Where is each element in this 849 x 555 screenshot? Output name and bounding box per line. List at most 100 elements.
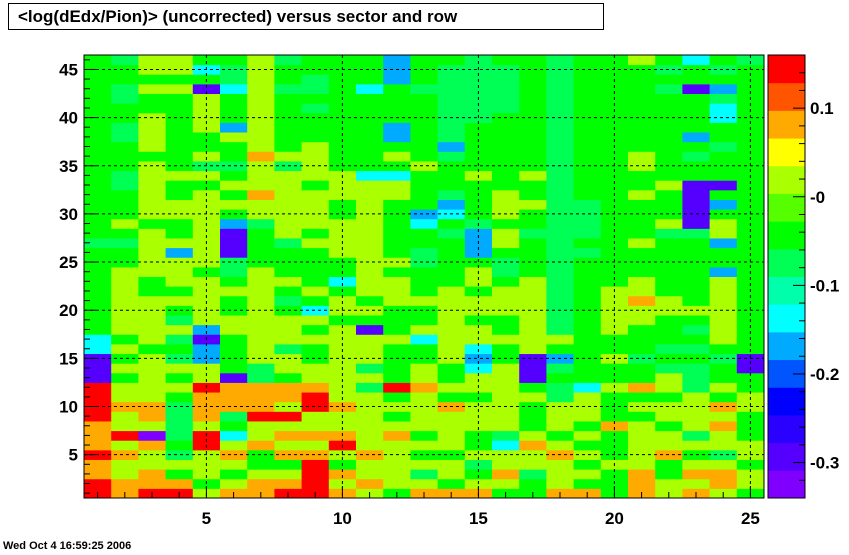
heatmap-cell-21-5 <box>628 449 656 460</box>
heatmap-cell-5-41 <box>192 103 221 114</box>
heatmap-cell-3-46 <box>138 55 167 66</box>
heatmap-cell-6-39 <box>220 122 248 133</box>
heatmap-cell-19-25 <box>573 257 602 268</box>
heatmap-cell-20-46 <box>600 55 629 66</box>
heatmap-cell-10-28 <box>328 228 357 239</box>
heatmap-cell-22-15 <box>655 353 683 364</box>
heatmap-cell-6-6 <box>220 440 248 451</box>
x-tick-label: 25 <box>741 509 760 528</box>
heatmap-cell-1-39 <box>84 122 112 133</box>
heatmap-cell-9-7 <box>301 430 330 441</box>
heatmap-cell-3-7 <box>138 430 167 441</box>
heatmap-cell-4-43 <box>165 83 194 95</box>
heatmap-cell-2-35 <box>111 160 139 172</box>
palette-swatch <box>768 276 805 305</box>
heatmap-cell-1-2 <box>84 478 112 489</box>
heatmap-cell-18-42 <box>546 93 575 104</box>
heatmap-cell-22-31 <box>655 199 683 210</box>
heatmap-cell-8-28 <box>274 228 303 239</box>
heatmap-cell-6-24 <box>220 266 248 277</box>
heatmap-cell-22-9 <box>655 411 683 422</box>
heatmap-cell-24-40 <box>709 112 738 123</box>
heatmap-cell-3-42 <box>138 93 167 104</box>
heatmap-cell-2-40 <box>111 112 139 123</box>
heatmap-cell-18-41 <box>546 103 575 114</box>
heatmap-cell-19-11 <box>573 392 602 403</box>
heatmap-cell-17-31 <box>519 199 547 210</box>
heatmap-cell-13-45 <box>410 64 439 75</box>
heatmap-cell-23-36 <box>682 151 711 162</box>
heatmap-cell-23-3 <box>682 469 711 480</box>
heatmap-cell-24-43 <box>709 83 738 95</box>
heatmap-cell-17-19 <box>519 315 547 326</box>
heatmap-cell-22-21 <box>655 295 683 306</box>
z-axis: 0.1 -0 -0.1 -0.2 -0.3 <box>793 54 839 499</box>
heatmap-cell-18-31 <box>546 199 575 210</box>
heatmap-cell-10-21 <box>328 295 357 306</box>
heatmap-cell-2-2 <box>111 478 139 489</box>
heatmap-cell-11-42 <box>356 93 384 104</box>
heatmap-cell-20-26 <box>600 247 629 258</box>
heatmap-cell-8-22 <box>274 286 303 297</box>
heatmap-cell-7-28 <box>247 228 275 239</box>
heatmap-cell-18-23 <box>546 276 575 287</box>
palette-swatch <box>768 414 805 444</box>
heatmap-cell-3-34 <box>138 170 167 181</box>
heatmap-cell-4-4 <box>165 459 194 470</box>
heatmap-cell-13-5 <box>410 449 439 460</box>
heatmap-cell-14-9 <box>437 411 466 422</box>
heatmap-cell-19-17 <box>573 334 602 345</box>
heatmap-cell-7-7 <box>247 430 275 441</box>
heatmap-cell-16-26 <box>492 247 520 258</box>
heatmap-cell-16-36 <box>492 151 520 162</box>
palette-swatch <box>768 442 805 471</box>
heatmap-cell-5-28 <box>192 228 221 239</box>
heatmap-cell-18-27 <box>546 237 575 249</box>
heatmap-cell-4-28 <box>165 228 194 239</box>
heatmap-cell-16-39 <box>492 122 520 133</box>
heatmap-cell-11-34 <box>356 170 384 181</box>
heatmap-cell-17-46 <box>519 55 547 66</box>
heatmap-cell-3-28 <box>138 228 167 239</box>
heatmap-cell-2-15 <box>111 353 139 364</box>
heatmap-cell-10-18 <box>328 324 357 335</box>
heatmap-cell-10-33 <box>328 180 357 191</box>
heatmap-cell-16-22 <box>492 286 520 297</box>
heatmap-cell-2-14 <box>111 363 139 374</box>
heatmap-cell-11-32 <box>356 189 384 200</box>
heatmap-cell-13-43 <box>410 83 439 95</box>
heatmap-cell-13-25 <box>410 257 439 268</box>
heatmap-cell-2-41 <box>111 103 139 114</box>
heatmap-cell-24-27 <box>709 237 738 249</box>
heatmap-cell-14-38 <box>437 132 466 143</box>
heatmap-cell-17-12 <box>519 382 547 393</box>
heatmap-cell-9-23 <box>301 276 330 287</box>
heatmap-cell-22-24 <box>655 266 683 277</box>
heatmap-cell-22-35 <box>655 160 683 172</box>
heatmap-cell-7-17 <box>247 334 275 345</box>
palette-swatch <box>768 304 805 333</box>
heatmap-cell-4-9 <box>165 411 194 422</box>
heatmap-cell-19-16 <box>573 343 602 355</box>
heatmap-cell-6-25 <box>220 257 248 268</box>
heatmap-cell-11-44 <box>356 74 384 85</box>
heatmap-cell-13-20 <box>410 305 439 316</box>
heatmap-cell-20-8 <box>600 420 629 432</box>
heatmap-cell-3-19 <box>138 315 167 326</box>
heatmap-cell-3-39 <box>138 122 167 133</box>
heatmap-cell-12-18 <box>383 324 411 335</box>
heatmap-cell-23-38 <box>682 132 711 143</box>
heatmap-cell-24-13 <box>709 372 738 383</box>
heatmap-cell-25-28 <box>736 228 765 239</box>
heatmap-cell-14-22 <box>437 286 466 297</box>
heatmap-cell-2-31 <box>111 199 139 210</box>
heatmap-cell-7-40 <box>247 112 275 123</box>
heatmap-cell-14-8 <box>437 420 466 432</box>
heatmap-cell-17-8 <box>519 420 547 432</box>
heatmap-cell-1-23 <box>84 276 112 287</box>
heatmap-cell-22-4 <box>655 459 683 470</box>
heatmap-cell-2-9 <box>111 411 139 422</box>
heatmap-cell-6-3 <box>220 469 248 480</box>
heatmap-cell-16-38 <box>492 132 520 143</box>
heatmap-cell-12-2 <box>383 478 411 489</box>
